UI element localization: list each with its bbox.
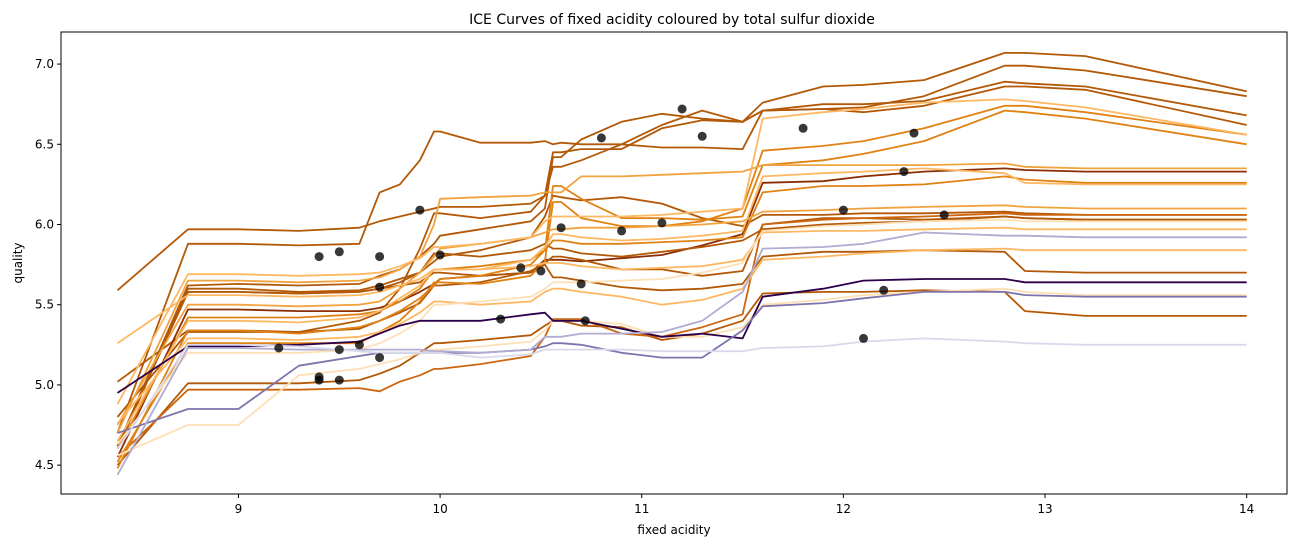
ice-curve-22 — [116, 218, 1247, 445]
x-tick-label: 12 — [836, 502, 851, 516]
ice-curve-6 — [116, 167, 1247, 458]
plot-frame — [60, 31, 1288, 495]
y-axis-label: quality — [11, 242, 25, 283]
ice-curve-17 — [116, 167, 1247, 442]
y-tick-label: 6.0 — [35, 218, 54, 232]
x-axis-label: fixed acidity — [637, 523, 710, 537]
observation-point-1 — [274, 343, 284, 353]
observation-point-30 — [909, 128, 919, 138]
observation-point-27 — [859, 333, 868, 343]
ice-curve-19 — [116, 226, 1247, 344]
observation-point-16 — [536, 266, 546, 276]
observation-point-15 — [516, 263, 526, 273]
ice-curve-2 — [116, 85, 1247, 434]
ice-curve-15 — [116, 162, 1247, 434]
y-tick-label: 6.5 — [35, 137, 54, 151]
observation-point-21 — [617, 226, 627, 236]
observation-point-13 — [435, 250, 445, 260]
y-tick-label: 5.0 — [35, 378, 54, 392]
ice-curve-20 — [116, 247, 1247, 424]
x-tick-label: 9 — [235, 502, 243, 516]
observation-point-26 — [838, 205, 848, 215]
observation-point-17 — [556, 223, 566, 233]
ice-curve-24 — [117, 290, 1247, 434]
ice-curve-4 — [116, 64, 1247, 383]
ice-curve-12 — [116, 109, 1247, 469]
plot-area — [116, 52, 1247, 476]
ice-curve-18 — [116, 98, 1247, 405]
observation-point-7 — [334, 375, 344, 385]
observation-point-20 — [596, 133, 606, 143]
observation-point-8 — [354, 340, 364, 350]
observation-point-2 — [314, 252, 324, 262]
observation-point-28 — [879, 285, 889, 295]
observation-point-25 — [798, 123, 808, 133]
ice-curve-23 — [117, 278, 1247, 394]
x-tick-label: 13 — [1037, 502, 1052, 516]
chart-title: ICE Curves of fixed acidity coloured by … — [469, 12, 875, 28]
x-tick-label: 11 — [634, 502, 649, 516]
ice-curve-11 — [116, 212, 1247, 458]
observation-point-19 — [580, 316, 590, 326]
observation-point-22 — [657, 218, 667, 228]
observation-point-9 — [375, 252, 385, 262]
y-tick-label: 4.5 — [35, 458, 54, 472]
observation-point-11 — [375, 353, 385, 363]
ice-curve-14 — [116, 175, 1247, 450]
observation-point-10 — [375, 282, 385, 292]
ice-curve-25 — [116, 231, 1247, 476]
y-tick-label: 5.5 — [35, 298, 54, 312]
x-tick-label: 10 — [432, 502, 447, 516]
y-axis: 4.5 5.0 5.5 6.0 6.5 7.0 — [35, 57, 61, 472]
y-tick-label: 7.0 — [35, 57, 54, 71]
observation-point-29 — [899, 167, 909, 177]
observation-point-18 — [576, 279, 586, 289]
observation-point-4 — [314, 375, 324, 385]
observation-point-23 — [677, 104, 687, 114]
observation-point-31 — [939, 210, 949, 220]
observation-point-12 — [415, 205, 425, 215]
observation-point-6 — [334, 345, 344, 355]
x-axis: 9 10 11 12 13 14 — [235, 494, 1254, 516]
ice-curve-5 — [116, 194, 1247, 450]
observation-point-5 — [334, 247, 344, 257]
ice-curve-26 — [116, 337, 1247, 450]
observation-point-14 — [496, 314, 506, 324]
x-tick-label: 14 — [1239, 502, 1254, 516]
observation-point-24 — [697, 131, 707, 141]
